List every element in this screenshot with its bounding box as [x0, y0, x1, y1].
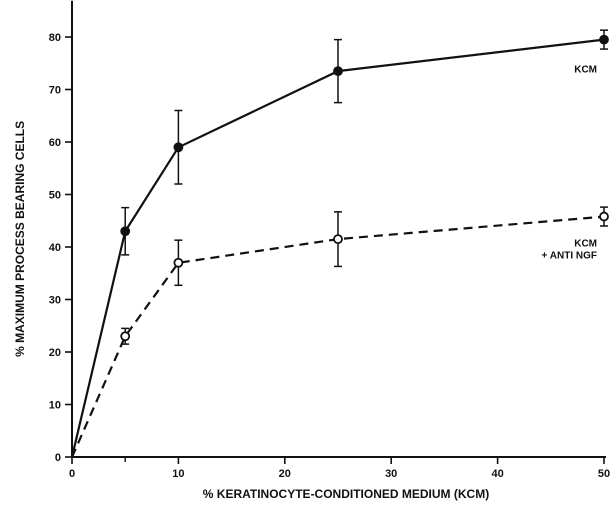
y-tick-label: 70 [49, 85, 61, 97]
data-point [333, 66, 343, 77]
data-point [599, 34, 609, 45]
series-2-label-line: KCM [574, 239, 597, 250]
series-1-label: KCM [574, 65, 597, 76]
series-2 [70, 206, 609, 458]
x-tick-label: 0 [69, 468, 75, 480]
y-tick-label: 40 [49, 242, 61, 254]
y-tick-label: 50 [49, 190, 61, 202]
series-layer [70, 29, 609, 458]
x-tick-label: 40 [491, 468, 503, 480]
y-tick-label: 30 [49, 295, 61, 307]
x-tick-label: 20 [279, 468, 291, 480]
y-tick-label: 0 [55, 452, 61, 464]
x-tick-label: 10 [172, 468, 184, 480]
data-point [599, 211, 609, 222]
series-1 [70, 29, 609, 458]
axes: 0 10 20 30 40 50 60 70 80 0 10 20 30 40 50 [49, 0, 610, 480]
y-tick-label: 10 [49, 400, 61, 412]
data-point [173, 257, 184, 268]
y-axis-title: % MAXIMUM PROCESS BEARING CELLS [13, 121, 27, 357]
series-2-line [70, 215, 605, 458]
x-tick-label: 30 [385, 468, 397, 480]
data-point [173, 142, 184, 153]
labels-layer: % KERATINOCYTE-CONDITIONED MEDIUM (KCM)%… [13, 65, 597, 501]
data-point [120, 226, 131, 237]
series-2-label-line: + ANTI NGF [542, 251, 597, 262]
data-point [120, 331, 131, 342]
x-tick-label: 50 [598, 468, 610, 480]
y-tick-label: 60 [49, 137, 61, 149]
y-tick-label: 80 [49, 32, 61, 44]
data-point [333, 234, 343, 245]
x-axis-title: % KERATINOCYTE-CONDITIONED MEDIUM (KCM) [203, 487, 489, 501]
y-tick-label: 20 [49, 347, 61, 359]
